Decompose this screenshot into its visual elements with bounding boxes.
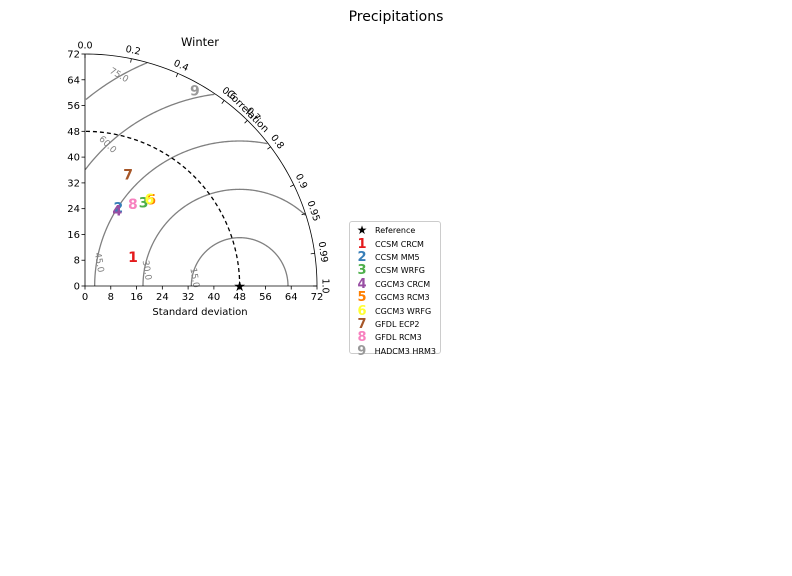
rms-contour-label: 15.0: [187, 267, 200, 289]
legend-marker: 8: [357, 330, 367, 346]
model-point-1: 1: [128, 250, 138, 266]
legend-entry: 4 CGCM3 CRCM: [354, 278, 436, 291]
correlation-tick-label: 0.99: [316, 241, 330, 263]
legend-label: Reference: [375, 226, 416, 236]
legend-entry: 3 CCSM WRFG: [354, 264, 436, 277]
legend-label: HADCM3 HRM3: [374, 346, 436, 356]
model-point-3: 3: [139, 195, 149, 211]
legend-marker: 5: [357, 290, 367, 306]
outer-arc: [84, 53, 318, 287]
correlation-tick: [175, 73, 179, 78]
x-tick-label: 24: [156, 292, 169, 303]
legend-marker: 9: [357, 343, 367, 359]
y-tick-label: 8: [74, 256, 80, 267]
x-tick-label: 48: [233, 292, 246, 303]
model-point-5: 5: [146, 193, 156, 209]
axes-layer: [84, 53, 318, 287]
legend-label: CGCM3 CRCM: [375, 279, 431, 289]
model-point-8: 8: [128, 197, 138, 213]
y-tick-label: 16: [67, 230, 80, 241]
points-layer: ★ 1 2 3 4 567 8 9: [112, 84, 246, 295]
correlation-tick: [310, 252, 315, 255]
rms-contour: [94, 140, 268, 286]
y-tick-label: 24: [67, 204, 80, 215]
y-tick-label: 48: [67, 127, 80, 138]
y-tick-label: 0: [74, 282, 80, 293]
model-point-4: 4: [112, 203, 122, 219]
legend-label: GFDL RCM3: [375, 333, 422, 343]
legend-entry-reference: ★ Reference: [354, 224, 436, 237]
correlation-tick-label: 1.0: [320, 278, 331, 293]
y-tick-label: 64: [67, 75, 80, 86]
legend-label: CGCM3 WRFG: [375, 306, 432, 316]
legend-entry: 1 CCSM CRCM: [354, 236, 436, 252]
y-tick-label: 56: [67, 101, 80, 112]
legend-entry: 2 CCSM MM5: [354, 251, 436, 264]
legend-entry: 8 GFDL RCM3: [354, 331, 436, 344]
rms-contour: [190, 237, 289, 287]
legend-entry: 9 HADCM3 HRM3: [354, 345, 436, 358]
legend-marker: 4: [357, 276, 367, 292]
correlation-tick-label: 0.0: [77, 41, 92, 52]
model-point-2: 2: [114, 200, 124, 216]
model-point-9: 9: [190, 84, 200, 100]
legend-marker: 6: [357, 303, 367, 319]
legend-marker: 3: [357, 263, 367, 279]
x-tick-label: 32: [182, 292, 195, 303]
x-axis-label: Standard deviation: [152, 307, 247, 318]
x-tick-label: 64: [285, 292, 298, 303]
x-tick-label: 0: [82, 292, 88, 303]
chart-title: Winter: [181, 35, 219, 49]
legend-label: CCSM CRCM: [375, 239, 424, 249]
legend-marker: 2: [357, 249, 367, 265]
legend-marker: 1: [357, 236, 367, 252]
rms-contour: [142, 188, 307, 286]
legend-marker: 7: [357, 316, 367, 332]
reference-star-icon: ★: [233, 279, 246, 295]
x-tick-label: 56: [259, 292, 272, 303]
legend-entry: 5 CGCM3 RCM3: [354, 291, 436, 304]
correlation-tick-label: 0.8: [268, 133, 286, 152]
legend: ★ Reference 1 CCSM CRCM 2 CCSM MM5 3 CCSM WRF…: [349, 221, 441, 358]
figure-suptitle: Precipitations: [348, 9, 444, 25]
correlation-tick: [290, 184, 294, 187]
x-tick-label: 40: [208, 292, 221, 303]
x-tick-label: 16: [130, 292, 143, 303]
x-tick-label: 8: [108, 292, 114, 303]
legend-label: CCSM MM5: [375, 252, 420, 262]
rms-contour: [85, 62, 148, 101]
legend-label: GFDL ECP2: [375, 319, 420, 329]
rms-contour-label: 30.0: [140, 260, 153, 282]
correlation-tick: [301, 213, 306, 216]
rms-contour-label: 75.0: [107, 66, 130, 85]
legend-entry: 6 CGCM3 WRFG: [354, 303, 436, 319]
correlation-tick: [221, 100, 225, 104]
correlation-tick: [244, 120, 248, 124]
correlation-tick-label: 0.2: [124, 44, 141, 58]
y-tick-label: 72: [67, 50, 80, 61]
legend-label: CGCM3 RCM3: [375, 293, 430, 303]
legend-entry: 7 GFDL ECP2: [354, 318, 436, 331]
rms-contour-label: 45.0: [92, 252, 105, 274]
rms-contour: [84, 93, 215, 171]
star-icon: ★: [356, 223, 368, 238]
model-point-6: 6: [145, 192, 155, 208]
correlation-arc-label: Correlation: [224, 88, 271, 135]
reference-std-arc: [84, 130, 241, 287]
x-tick-label: 72: [311, 292, 324, 303]
model-point-7: 7: [123, 168, 133, 184]
y-tick-label: 32: [67, 178, 80, 189]
correlation-tick: [267, 146, 271, 150]
legend-label: CCSM WRFG: [375, 266, 425, 276]
correlation-tick: [130, 58, 132, 63]
y-tick-label: 40: [67, 153, 80, 164]
